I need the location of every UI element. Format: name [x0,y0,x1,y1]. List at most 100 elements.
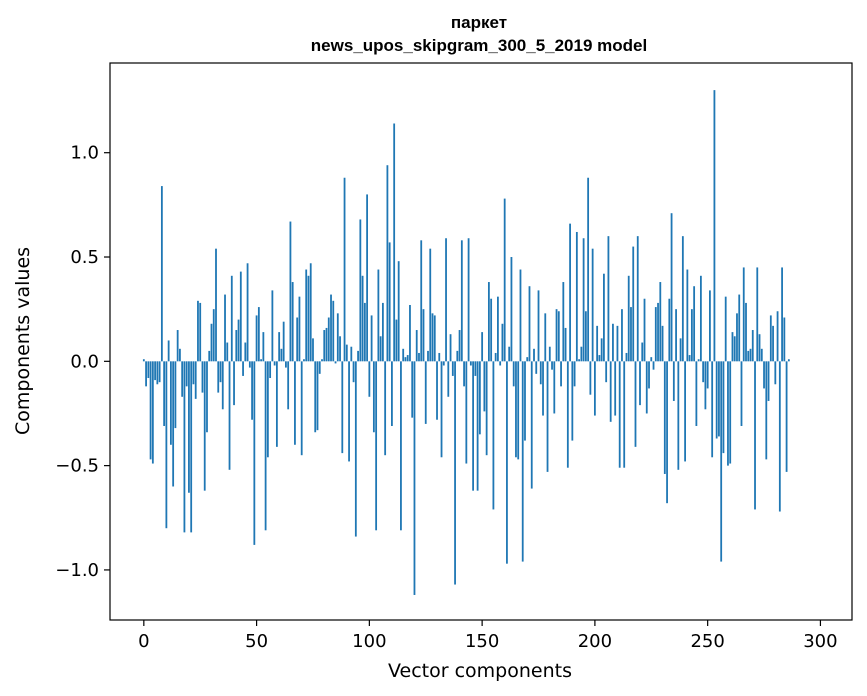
bar [361,275,364,362]
bar [634,361,637,447]
bar [280,348,283,362]
bar [564,327,567,362]
bar [747,350,750,362]
bar [503,198,506,362]
bar [630,307,632,362]
bar [467,238,470,362]
bar [751,330,754,362]
bar [239,271,242,362]
bar [699,275,702,362]
bar [201,361,204,393]
bar [192,361,195,385]
bar [397,261,400,362]
bar [418,352,420,362]
bar [221,361,224,410]
bar [672,361,675,401]
bar [156,361,159,385]
bar [521,361,524,562]
bar [557,311,560,362]
bar [661,325,664,362]
bar [756,267,759,362]
y-tick-label: 0.0 [70,351,99,372]
bar [580,346,583,362]
bar [772,325,774,362]
bar [179,348,181,362]
bar [224,294,226,362]
x-tick-label: 200 [578,631,612,652]
bar [566,361,569,468]
bar [688,355,691,362]
bar [291,282,294,362]
bar [591,248,594,362]
bar [188,361,190,493]
bar [729,361,732,464]
bar [395,319,398,362]
chart-title-line-2: news_upos_skipgram_300_5_2019 model [311,36,647,55]
y-tick-label: 1.0 [70,143,99,164]
bar [474,361,477,376]
bar [454,361,456,585]
bar [679,338,682,362]
bar [451,361,454,376]
bar [370,315,373,362]
bar [469,361,472,366]
bar [309,263,312,362]
bar [524,361,526,441]
bar [212,309,215,362]
bar [618,361,621,468]
bar [145,361,147,387]
bar [765,361,768,460]
bar [767,361,770,401]
bar [670,213,673,362]
bar [774,361,777,385]
bar [497,296,499,362]
bar [530,361,533,489]
bar [709,290,711,362]
bar [537,290,540,362]
bar [706,361,709,389]
bar [555,309,558,362]
bar [781,267,783,362]
bar [363,302,366,362]
bar [386,165,389,362]
x-tick-label: 300 [803,631,837,652]
bar [695,361,698,426]
bar [582,238,585,362]
bar [776,311,779,362]
bar [336,313,339,362]
bar [575,231,578,362]
bar [343,177,346,362]
bar [738,294,741,362]
bar [431,313,434,362]
bar [787,359,790,362]
bar [510,257,513,362]
bar [427,350,429,362]
bar [684,361,686,462]
bar [445,238,447,362]
bar [379,336,382,362]
bar [544,313,547,362]
bar [384,361,387,456]
bar [584,311,587,362]
bar [359,219,362,362]
bar [749,348,752,362]
bar [553,361,556,414]
bar [296,317,299,362]
bar [593,361,596,416]
bar [167,340,170,362]
x-axis: 0 50 100 150 200 250 300 [138,620,838,652]
bar [659,282,662,362]
bar [172,361,175,487]
chart-title-line-1: паркет [451,13,507,32]
bar [273,361,276,366]
bar [163,361,166,426]
bar [472,361,474,491]
bar [783,317,786,362]
bar [325,327,328,362]
y-tick-label: 0.5 [70,247,99,268]
x-tick-label: 100 [352,631,386,652]
bar [760,348,763,362]
bar [519,269,522,362]
bar [251,361,253,420]
